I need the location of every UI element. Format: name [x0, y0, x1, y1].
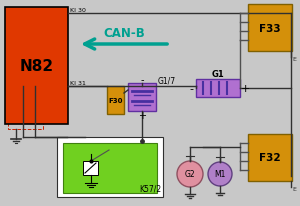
- FancyBboxPatch shape: [128, 84, 156, 111]
- Text: KI 30: KI 30: [70, 8, 86, 13]
- Text: F30: F30: [108, 97, 123, 103]
- Text: G1: G1: [212, 70, 224, 79]
- Text: CAN-B: CAN-B: [103, 27, 145, 40]
- Text: K57/2: K57/2: [139, 184, 161, 193]
- FancyBboxPatch shape: [5, 8, 68, 124]
- Text: G2: G2: [185, 170, 195, 179]
- Text: E: E: [292, 57, 296, 62]
- FancyBboxPatch shape: [57, 137, 163, 197]
- FancyBboxPatch shape: [107, 87, 124, 115]
- FancyBboxPatch shape: [248, 134, 292, 181]
- Circle shape: [208, 162, 232, 186]
- Text: -: -: [140, 75, 144, 85]
- Bar: [83, 161, 98, 175]
- Text: +: +: [138, 110, 146, 121]
- Text: M1: M1: [214, 170, 226, 179]
- Circle shape: [177, 161, 203, 187]
- FancyBboxPatch shape: [63, 143, 157, 193]
- Text: F33: F33: [259, 23, 281, 33]
- Text: G1/7: G1/7: [158, 76, 176, 85]
- Text: N82: N82: [20, 59, 54, 74]
- Text: +: +: [240, 84, 250, 94]
- FancyBboxPatch shape: [196, 80, 240, 97]
- Text: F32: F32: [259, 153, 281, 163]
- Text: E: E: [292, 186, 296, 191]
- Text: -: -: [189, 84, 193, 94]
- FancyBboxPatch shape: [248, 5, 292, 52]
- Text: KI 31: KI 31: [70, 81, 86, 85]
